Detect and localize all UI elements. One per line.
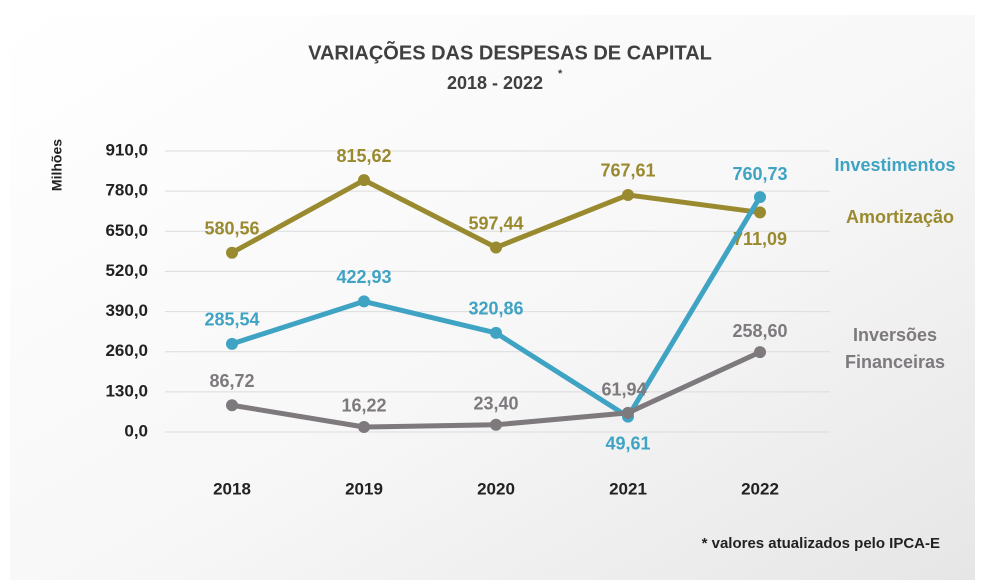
marker (622, 188, 634, 201)
legend-label: Amortização (846, 207, 954, 227)
marker (226, 399, 238, 412)
x-tick-label: 2019 (345, 479, 383, 498)
data-label: 320,86 (468, 299, 523, 319)
data-label: 711,09 (733, 229, 787, 249)
data-label: 23,40 (473, 394, 518, 414)
y-tick-label: 260,0 (105, 341, 148, 360)
data-label: 767,61 (600, 161, 655, 181)
chart-subtitle: 2018 - 2022 (447, 73, 543, 93)
data-label: 258,60 (732, 321, 787, 341)
marker (358, 295, 370, 308)
subtitle-mark: * (558, 68, 563, 80)
footnote: * valores atualizados pelo IPCA-E (702, 535, 940, 552)
data-label: 760,73 (732, 164, 787, 184)
legend-label: Inversões Financeiras (845, 325, 945, 372)
chart-area (10, 15, 975, 580)
marker (622, 406, 634, 419)
marker (490, 418, 502, 431)
marker (490, 326, 502, 339)
marker (358, 174, 370, 187)
marker (490, 241, 502, 254)
data-label: 815,62 (336, 146, 391, 166)
y-tick-label: 130,0 (105, 381, 148, 400)
data-label: 86,72 (209, 371, 254, 391)
y-tick-label: 650,0 (105, 221, 148, 240)
marker (754, 191, 766, 204)
y-axis-label: Milhões (49, 139, 65, 191)
data-label: 285,54 (204, 310, 259, 330)
y-tick-label: 780,0 (105, 181, 148, 200)
marker (226, 337, 238, 350)
y-tick-label: 520,0 (105, 261, 148, 280)
y-tick-label: 910,0 (105, 140, 148, 159)
y-tick-label: 390,0 (105, 301, 148, 320)
x-tick-label: 2022 (741, 479, 779, 498)
data-label: 597,44 (468, 213, 523, 233)
data-label: 16,22 (341, 396, 386, 416)
marker (226, 246, 238, 259)
chart-title: VARIAÇÕES DAS DESPESAS DE CAPITAL (308, 40, 712, 64)
data-label: 422,93 (336, 267, 391, 287)
x-tick-label: 2018 (213, 479, 251, 498)
x-tick-label: 2020 (477, 479, 515, 498)
y-tick-label: 0,0 (124, 421, 148, 440)
data-label: 580,56 (204, 218, 259, 238)
legend-label: Investimentos (834, 155, 955, 175)
x-tick-label: 2021 (609, 479, 647, 498)
data-label: 61,94 (601, 380, 646, 400)
marker (754, 346, 766, 359)
marker (358, 420, 370, 433)
marker (754, 206, 766, 219)
data-label: 49,61 (605, 433, 650, 453)
